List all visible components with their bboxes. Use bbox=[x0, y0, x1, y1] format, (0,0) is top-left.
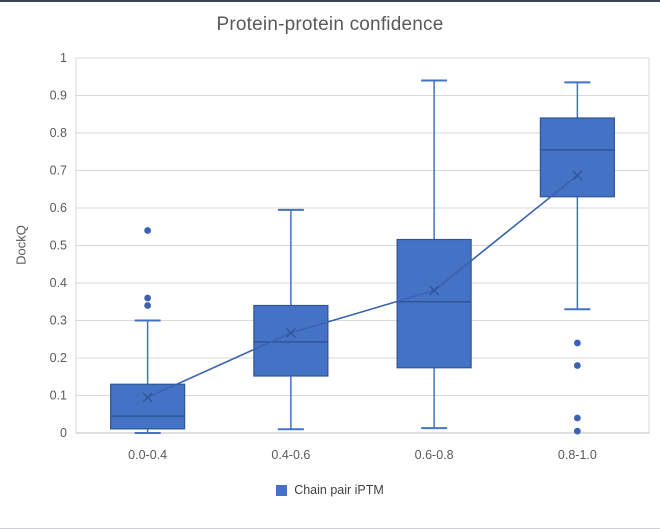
y-tick-label: 0.9 bbox=[50, 89, 67, 103]
outlier-point bbox=[573, 427, 581, 435]
y-tick-label: 0.5 bbox=[50, 239, 67, 253]
outlier-point bbox=[573, 362, 581, 369]
y-tick-label: 0.1 bbox=[50, 389, 67, 403]
y-tick-label: 1 bbox=[60, 51, 67, 65]
legend-swatch-icon bbox=[276, 484, 288, 496]
box bbox=[110, 383, 186, 430]
y-tick-label: 0 bbox=[60, 426, 67, 440]
outlier-point bbox=[144, 227, 152, 234]
chart-title: Protein-protein confidence bbox=[216, 14, 444, 35]
y-tick-label: 0.6 bbox=[50, 201, 67, 215]
box bbox=[253, 304, 329, 377]
mean-marker bbox=[142, 392, 153, 403]
outlier-point bbox=[573, 414, 581, 422]
y-tick-label: 0.8 bbox=[50, 126, 67, 140]
y-tick-label: 0.7 bbox=[50, 164, 67, 178]
legend: Chain pair iPTM bbox=[0, 481, 660, 499]
x-category-label: 0.6-0.8 bbox=[415, 448, 454, 462]
box bbox=[539, 117, 615, 198]
x-category-label: 0.0-0.4 bbox=[128, 448, 167, 462]
mean-marker bbox=[572, 170, 583, 181]
window-top-border bbox=[0, 0, 660, 2]
mean-marker bbox=[285, 327, 296, 338]
y-tick-label: 0.4 bbox=[50, 276, 67, 290]
outlier-point bbox=[573, 339, 581, 347]
legend-label: Chain pair iPTM bbox=[294, 483, 384, 497]
outlier-point bbox=[144, 302, 152, 309]
x-category-label: 0.4-0.6 bbox=[271, 448, 310, 462]
outlier-point bbox=[144, 294, 152, 302]
y-tick-label: 0.3 bbox=[50, 314, 67, 328]
mean-line bbox=[147, 174, 578, 399]
box bbox=[396, 238, 472, 369]
x-category-label: 0.8-1.0 bbox=[558, 448, 597, 462]
mean-marker bbox=[429, 285, 440, 296]
y-tick-label: 0.2 bbox=[50, 351, 67, 365]
